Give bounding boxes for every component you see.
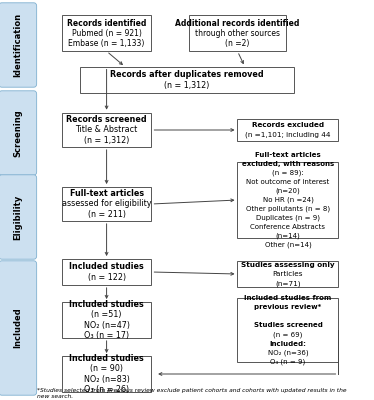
Text: (n=71): (n=71) [275, 280, 301, 287]
Text: Included: Included [13, 308, 22, 348]
Text: NO₂ (n=36): NO₂ (n=36) [268, 349, 308, 356]
Text: Other (n=14): Other (n=14) [265, 242, 311, 248]
FancyBboxPatch shape [62, 302, 151, 338]
Text: *Studies selected from previous review exclude patient cohorts and cohorts with : *Studies selected from previous review e… [37, 388, 347, 399]
Text: O₃ (n = 26): O₃ (n = 26) [84, 385, 129, 394]
Text: Studies screened: Studies screened [254, 322, 322, 328]
Text: previous review*: previous review* [254, 304, 322, 310]
Text: Title & Abstract: Title & Abstract [76, 126, 138, 134]
FancyBboxPatch shape [237, 298, 338, 362]
Text: (n=14): (n=14) [276, 233, 300, 239]
Text: Eligibility: Eligibility [13, 194, 22, 240]
Text: (n =2): (n =2) [225, 39, 250, 48]
Text: Included studies from: Included studies from [244, 296, 332, 302]
Text: Full-text articles: Full-text articles [255, 152, 321, 158]
Text: excluded, with reasons: excluded, with reasons [242, 161, 334, 167]
Text: (n=20): (n=20) [276, 188, 300, 194]
Text: Particles: Particles [273, 271, 303, 277]
FancyBboxPatch shape [62, 259, 151, 285]
Text: NO₂ (n=83): NO₂ (n=83) [84, 375, 129, 384]
FancyBboxPatch shape [237, 119, 338, 141]
Text: O₃ (n = 17): O₃ (n = 17) [84, 331, 129, 340]
Text: Duplicates (n = 9): Duplicates (n = 9) [256, 215, 320, 221]
Text: Screening: Screening [13, 109, 22, 157]
Text: Records identified: Records identified [67, 19, 146, 28]
Text: Not outcome of interest: Not outcome of interest [246, 179, 329, 185]
Text: Embase (n = 1,133): Embase (n = 1,133) [68, 39, 145, 48]
FancyBboxPatch shape [62, 15, 151, 51]
Text: assessed for eligibility: assessed for eligibility [62, 200, 151, 208]
Text: Pubmed (n = 921): Pubmed (n = 921) [72, 29, 141, 38]
Text: (n =1,101; including 44: (n =1,101; including 44 [245, 132, 331, 138]
Text: Studies assessing only: Studies assessing only [241, 262, 335, 268]
FancyBboxPatch shape [0, 91, 37, 175]
Text: Included studies: Included studies [69, 262, 144, 271]
Text: Other pollutants (n = 8): Other pollutants (n = 8) [246, 206, 330, 212]
Text: Conference Abstracts: Conference Abstracts [251, 224, 325, 230]
Text: Included studies: Included studies [69, 354, 144, 363]
Text: Included:: Included: [270, 340, 306, 346]
Text: (n = 90): (n = 90) [90, 364, 123, 373]
FancyBboxPatch shape [0, 175, 37, 259]
FancyBboxPatch shape [237, 261, 338, 287]
Text: Records after duplicates removed: Records after duplicates removed [110, 70, 264, 79]
FancyBboxPatch shape [80, 67, 294, 93]
Text: through other sources: through other sources [195, 29, 280, 38]
Text: Identification: Identification [13, 13, 22, 77]
FancyBboxPatch shape [62, 187, 151, 221]
Text: Records screened: Records screened [66, 115, 147, 124]
Text: Full-text articles: Full-text articles [70, 189, 144, 198]
Text: (n = 211): (n = 211) [88, 210, 126, 219]
Text: O₃ (n = 9): O₃ (n = 9) [270, 358, 306, 365]
FancyBboxPatch shape [62, 113, 151, 147]
Text: (n =51): (n =51) [91, 310, 122, 319]
Text: (n = 1,312): (n = 1,312) [84, 136, 129, 145]
FancyBboxPatch shape [0, 3, 37, 87]
Text: (n = 1,312): (n = 1,312) [164, 81, 210, 90]
Text: (n = 122): (n = 122) [88, 273, 126, 282]
FancyBboxPatch shape [237, 162, 338, 238]
Text: (n = 69): (n = 69) [273, 331, 303, 338]
Text: Included studies: Included studies [69, 300, 144, 309]
Text: Records excluded: Records excluded [252, 122, 324, 128]
FancyBboxPatch shape [189, 15, 286, 51]
Text: (n = 89):: (n = 89): [272, 170, 304, 176]
Text: No HR (n =24): No HR (n =24) [263, 197, 313, 203]
Text: NO₂ (n=47): NO₂ (n=47) [84, 321, 129, 330]
FancyBboxPatch shape [0, 261, 37, 395]
Text: Additional records identified: Additional records identified [175, 19, 300, 28]
FancyBboxPatch shape [62, 356, 151, 392]
